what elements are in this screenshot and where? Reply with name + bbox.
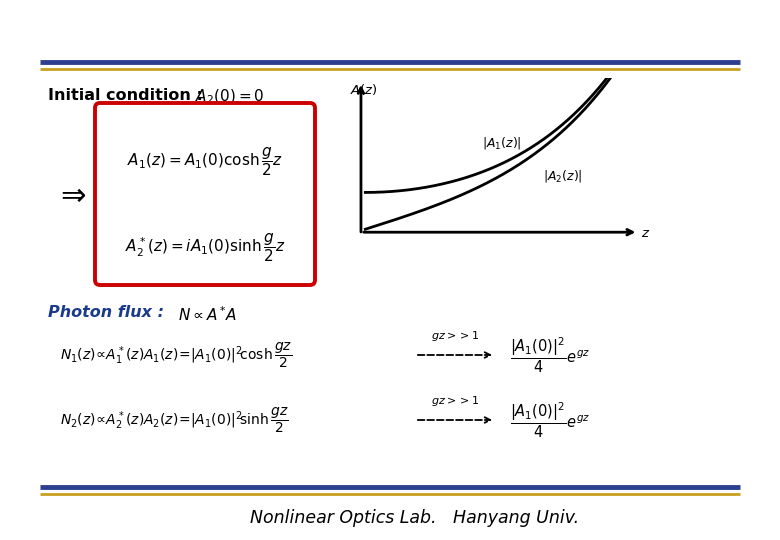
Text: $N_1(z)\!\propto\!A_1^*(z)A_1(z)\!=\!|A_1(0)|^2\!\cosh\dfrac{gz}{2}$: $N_1(z)\!\propto\!A_1^*(z)A_1(z)\!=\!|A_… [60, 340, 292, 370]
Text: $\Rightarrow$: $\Rightarrow$ [55, 180, 87, 210]
Text: $|A_2(z)|$: $|A_2(z)|$ [543, 168, 583, 184]
Text: Nonlinear Optics Lab.   Hanyang Univ.: Nonlinear Optics Lab. Hanyang Univ. [250, 509, 580, 527]
FancyBboxPatch shape [95, 103, 315, 285]
Text: Initial condition :: Initial condition : [48, 88, 203, 103]
Text: $A_2(0){=}0$: $A_2(0){=}0$ [195, 88, 264, 106]
Text: $\dfrac{|A_1(0)|^2}{4}e^{gz}$: $\dfrac{|A_1(0)|^2}{4}e^{gz}$ [510, 335, 590, 375]
Text: $gz{>}{>}1$: $gz{>}{>}1$ [431, 394, 479, 408]
Text: $z$: $z$ [641, 227, 651, 240]
Text: $A_2^*(z){=}iA_1(0)\sinh\dfrac{g}{2}z$: $A_2^*(z){=}iA_1(0)\sinh\dfrac{g}{2}z$ [125, 232, 285, 265]
Text: $A_1(z){=}A_1(0)\cosh\dfrac{g}{2}z$: $A_1(z){=}A_1(0)\cosh\dfrac{g}{2}z$ [127, 146, 283, 178]
Text: Photon flux :: Photon flux : [48, 305, 164, 320]
Text: $gz{>}{>}1$: $gz{>}{>}1$ [431, 329, 479, 343]
Text: $|A_1(z)|$: $|A_1(z)|$ [482, 135, 522, 151]
Text: $N \propto A^*\!A$: $N \propto A^*\!A$ [178, 305, 236, 323]
Text: $\dfrac{|A_1(0)|^2}{4}e^{gz}$: $\dfrac{|A_1(0)|^2}{4}e^{gz}$ [510, 400, 590, 440]
Text: $N_2(z)\!\propto\!A_2^*(z)A_2(z)\!=\!|A_1(0)|^2\!\sinh\dfrac{gz}{2}$: $N_2(z)\!\propto\!A_2^*(z)A_2(z)\!=\!|A_… [60, 406, 289, 435]
Text: $A(z)$: $A(z)$ [349, 82, 378, 97]
